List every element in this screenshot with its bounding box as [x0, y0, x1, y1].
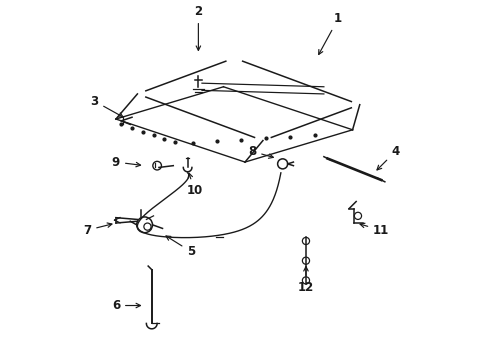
Text: 10: 10 [187, 173, 203, 197]
Text: 2: 2 [195, 5, 202, 50]
Text: 8: 8 [248, 145, 273, 158]
Text: 7: 7 [83, 223, 112, 237]
Text: 9: 9 [112, 156, 141, 168]
Text: 4: 4 [377, 145, 400, 170]
Text: 3: 3 [90, 95, 123, 117]
Text: 11: 11 [360, 223, 390, 237]
Text: 12: 12 [298, 266, 314, 294]
Text: 6: 6 [112, 299, 141, 312]
Text: 5: 5 [166, 236, 196, 258]
Text: 1: 1 [318, 12, 343, 54]
